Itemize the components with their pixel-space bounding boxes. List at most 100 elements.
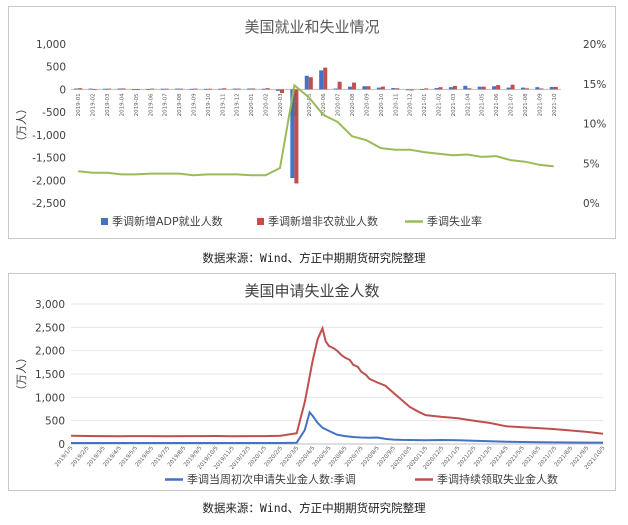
x-tick-label: 2020-09 xyxy=(364,93,370,116)
y-tick-label: -1,000 xyxy=(32,130,66,142)
adp-bar xyxy=(175,88,180,90)
y-axis-label: （万人） xyxy=(15,352,28,396)
x-tick-label: 2020-03 xyxy=(278,93,284,116)
adp-bar xyxy=(535,87,540,90)
x-tick-label: 2020-11 xyxy=(393,93,399,116)
legend-continuing-claims-label: 季调持续领取失业金人数 xyxy=(437,472,558,486)
nonfarm-bar xyxy=(265,88,270,90)
adp-bar xyxy=(376,87,381,90)
y-tick-label: -500 xyxy=(42,107,66,119)
legend-initial-claims-label: 季调当周初次申请失业金人数:季调 xyxy=(187,472,356,486)
x-tick-label: 2021-09 xyxy=(537,93,543,116)
nonfarm-bar xyxy=(193,88,198,90)
nonfarm-bar xyxy=(337,81,342,90)
initial-claims-line xyxy=(71,410,603,444)
adp-bar xyxy=(232,88,237,90)
jobless-claims-chart: 美国申请失业金人数 3,000 2,500 2,000 1,500 1,000 500 0 （万… xyxy=(15,282,607,486)
adp-bar xyxy=(160,88,165,90)
nonfarm-bar xyxy=(207,88,212,90)
y-tick-label: 1,000 xyxy=(36,39,66,51)
x-tick-label: 2020-06 xyxy=(321,93,327,116)
x-tick-label: 2019-03 xyxy=(105,93,111,116)
nonfarm-bar xyxy=(236,88,241,90)
y-tick-label: 2,500 xyxy=(35,322,65,334)
y2-tick-label: 0% xyxy=(583,198,600,210)
x-tick-label: 2020-07 xyxy=(336,93,342,116)
adp-bar xyxy=(520,87,525,90)
x-tick-label: 2020-02 xyxy=(264,93,270,116)
y-tick-label: -2,500 xyxy=(32,198,66,210)
x-tick-label: 2019-08 xyxy=(177,93,183,116)
y-tick-label: 0 xyxy=(59,84,66,96)
legend-nonfarm-label: 季调新增非农就业人数 xyxy=(268,214,378,228)
nonfarm-bar xyxy=(467,88,472,90)
x-tick-label: 2019-07 xyxy=(163,93,169,116)
adp-bar xyxy=(275,89,280,91)
nonfarm-bar xyxy=(553,86,558,90)
legend-adp-swatch xyxy=(101,218,108,225)
employment-chart: 美国就业和失业情况 1,000 500 0 -500 -1,000 -1,500 -2,000… xyxy=(15,18,606,228)
adp-bar xyxy=(218,88,223,90)
adp-bar xyxy=(362,86,367,90)
source-note-2: 数据来源：Wind、方正中期期货研究院整理 xyxy=(202,501,426,515)
y-tick-label: -1,500 xyxy=(32,153,66,165)
nonfarm-bar xyxy=(294,89,299,184)
adp-bar xyxy=(117,88,122,90)
nonfarm-bar xyxy=(366,86,371,90)
nonfarm-bar xyxy=(279,89,285,94)
unemployment-rate-line xyxy=(78,83,554,177)
y2-tick-label: 5% xyxy=(583,158,600,170)
nonfarm-bar xyxy=(539,88,544,90)
x-tick-label: 2021-05 xyxy=(480,93,486,116)
nonfarm-bar xyxy=(251,88,256,90)
x-tick-label: 2020-01 xyxy=(249,93,255,116)
nonfarm-bar xyxy=(352,82,357,90)
x-tick-label: 2019-01 xyxy=(76,93,82,116)
x-tick-label: 2021-06 xyxy=(494,93,500,116)
nonfarm-bar xyxy=(524,88,530,90)
nonfarm-bar xyxy=(121,88,126,90)
y-tick-label: 3,000 xyxy=(35,299,65,311)
nonfarm-bar xyxy=(92,89,97,91)
x-tick-label: 2019-11 xyxy=(220,93,226,116)
y-tick-label: -2,000 xyxy=(32,175,66,187)
nonfarm-bar xyxy=(78,88,83,90)
continuing-claims-line xyxy=(70,325,604,438)
x-tick-label: 2020-04 xyxy=(292,93,298,116)
nonfarm-bar xyxy=(150,88,155,90)
adp-bar xyxy=(391,88,396,90)
x-tick-label: 2019-10 xyxy=(206,93,212,116)
nonfarm-bar xyxy=(452,85,457,90)
nonfarm-bar xyxy=(135,89,140,90)
x-tick-label: 2019-04 xyxy=(119,93,125,116)
legend-unemployment-label: 季调失业率 xyxy=(427,214,482,228)
x-tick-label: 2020-10 xyxy=(379,93,385,116)
adp-bar xyxy=(420,88,425,90)
nonfarm-bar xyxy=(179,88,184,90)
nonfarm-bar xyxy=(424,88,429,90)
y-tick-label: 1,500 xyxy=(35,369,65,381)
nonfarm-bar xyxy=(395,88,400,90)
x-tick-label: 2021-08 xyxy=(523,93,529,116)
adp-bar xyxy=(477,86,482,90)
chart-title: 美国就业和失业情况 xyxy=(244,18,379,36)
nonfarm-bar xyxy=(380,86,385,90)
x-tick-label: 2021-10 xyxy=(552,93,558,116)
y-tick-label: 0 xyxy=(58,439,65,451)
nonfarm-bar xyxy=(481,86,486,90)
adp-bar xyxy=(492,86,497,90)
nonfarm-bar xyxy=(107,88,112,90)
nonfarm-bar xyxy=(438,87,443,90)
y2-tick-label: 10% xyxy=(583,119,606,131)
adp-bar xyxy=(347,86,353,90)
y-tick-label: 500 xyxy=(46,62,66,74)
x-tick-label: 2021-03 xyxy=(451,93,457,116)
adp-bar xyxy=(102,88,108,90)
x-tick-label: 2019-02 xyxy=(91,93,97,116)
adp-bar xyxy=(203,88,208,90)
adp-bar xyxy=(189,88,194,90)
x-tick-label: 2020-08 xyxy=(350,93,356,116)
chart-title: 美国申请失业金人数 xyxy=(244,282,379,300)
adp-bar xyxy=(131,89,136,91)
y-axis-label: （万人） xyxy=(15,103,28,147)
